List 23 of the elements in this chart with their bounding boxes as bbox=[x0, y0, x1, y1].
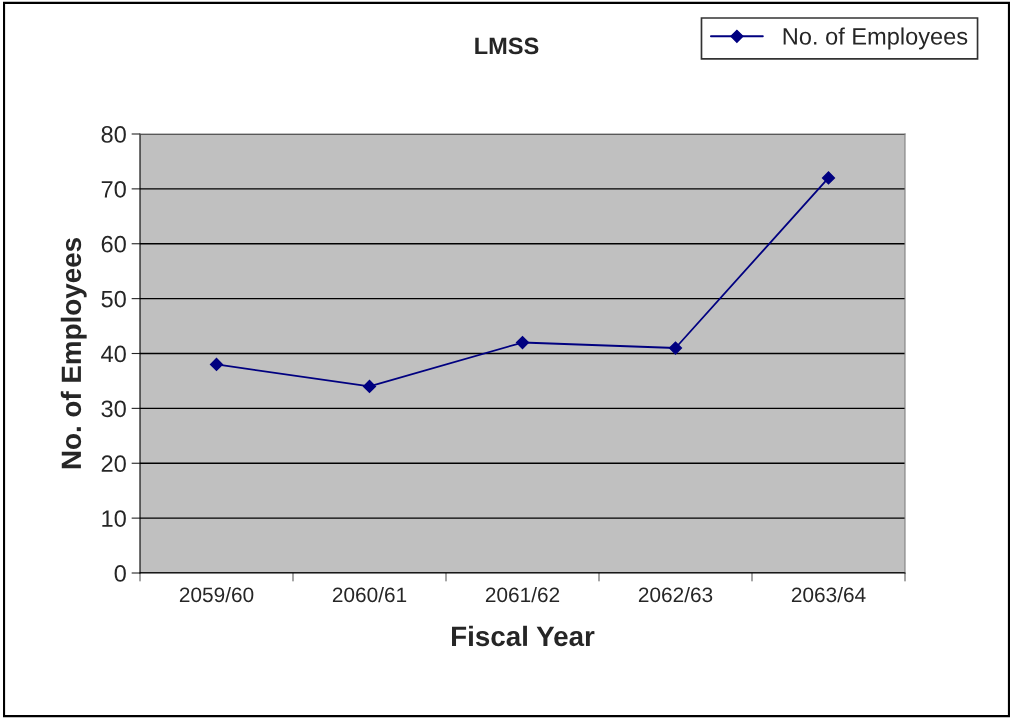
x-tick-label: 2063/64 bbox=[791, 586, 866, 603]
x-tick-label: 2061/62 bbox=[485, 586, 560, 603]
y-tick-label: 10 bbox=[102, 510, 126, 527]
x-axis-title: Fiscal Year bbox=[452, 625, 595, 647]
y-tick-label: 0 bbox=[114, 565, 126, 582]
point bbox=[515, 335, 530, 350]
legend-label: No. of Employees bbox=[783, 27, 968, 50]
x-tick-label: 2062/63 bbox=[638, 586, 713, 603]
y-tick-label: 70 bbox=[101, 180, 126, 198]
y-axis-title: No. of Employees bbox=[60, 238, 87, 469]
y-tick-label: 50 bbox=[101, 290, 126, 308]
x-tick-label: 2060/61 bbox=[332, 586, 407, 603]
y-tick-label: 40 bbox=[101, 345, 126, 363]
y-tick-label: 80 bbox=[101, 126, 126, 143]
point bbox=[362, 379, 377, 394]
point bbox=[209, 357, 224, 372]
y-tick-label: 30 bbox=[101, 400, 126, 418]
chart-title: LMSS bbox=[475, 37, 539, 55]
point bbox=[668, 341, 683, 355]
x-tick-label: 2059/60 bbox=[179, 586, 254, 603]
point bbox=[821, 171, 836, 185]
y-tick-label: 60 bbox=[101, 235, 126, 253]
y-tick-label: 20 bbox=[101, 455, 126, 473]
